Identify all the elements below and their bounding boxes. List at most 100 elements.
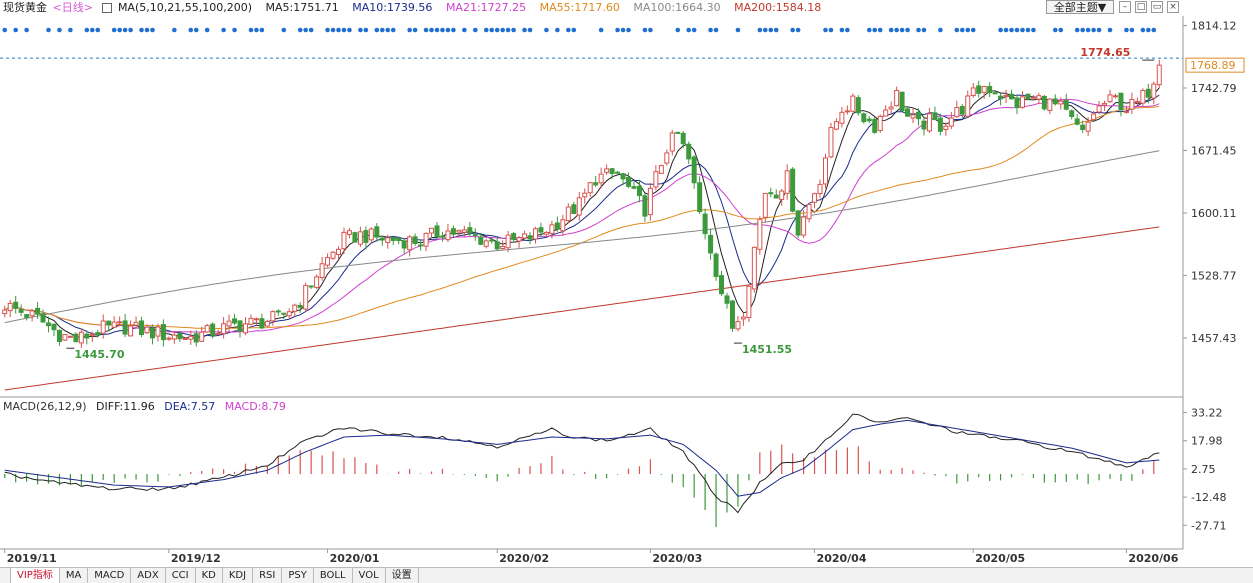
tab-macd[interactable]: MACD bbox=[88, 568, 132, 583]
ma100-value: MA100:1664.30 bbox=[633, 1, 721, 14]
ma-params: MA(5,10,21,55,100,200) bbox=[117, 1, 252, 14]
event-marker bbox=[1020, 27, 1025, 33]
event-marker bbox=[845, 27, 850, 33]
event-marker bbox=[1025, 27, 1031, 33]
event-marker bbox=[1129, 27, 1135, 33]
tab-psy[interactable]: PSY bbox=[282, 568, 314, 583]
candle-body bbox=[992, 92, 998, 95]
candle-body bbox=[538, 227, 544, 233]
event-marker bbox=[713, 27, 719, 33]
ma21-value: MA21:1727.25 bbox=[445, 1, 527, 14]
event-marker bbox=[877, 27, 883, 33]
candle-body bbox=[1058, 100, 1064, 105]
date-tick-label: 2019/11 bbox=[7, 552, 57, 565]
candle-body bbox=[773, 194, 779, 199]
candle-body bbox=[779, 190, 785, 200]
candle-body bbox=[368, 228, 374, 241]
candle-body bbox=[308, 285, 314, 288]
candle-body bbox=[128, 325, 134, 337]
tab-settings[interactable]: 设置 bbox=[386, 568, 419, 583]
event-marker bbox=[938, 27, 943, 33]
candle-body bbox=[833, 121, 839, 130]
candle-body bbox=[532, 228, 538, 240]
tab-kdj[interactable]: KDJ bbox=[223, 568, 254, 583]
event-marker bbox=[232, 27, 237, 33]
candle-body bbox=[494, 241, 500, 250]
candle-body bbox=[396, 237, 402, 241]
event-marker bbox=[374, 27, 380, 33]
candle-body bbox=[1025, 93, 1031, 100]
tab-vip[interactable]: VIP指标 bbox=[11, 568, 60, 583]
event-marker bbox=[248, 27, 254, 33]
candle-body bbox=[932, 112, 938, 121]
event-marker bbox=[921, 27, 927, 33]
tab-ma[interactable]: MA bbox=[60, 568, 89, 583]
event-marker bbox=[620, 27, 626, 33]
candle-body bbox=[489, 239, 495, 242]
candle-body bbox=[89, 333, 95, 337]
event-marker bbox=[330, 27, 336, 33]
tab-boll[interactable]: BOLL bbox=[314, 568, 353, 583]
tab-rsi[interactable]: RSI bbox=[253, 568, 283, 583]
event-markers bbox=[2, 27, 1157, 33]
event-marker bbox=[2, 27, 8, 33]
maximize-icon[interactable]: ▭ bbox=[1151, 1, 1163, 13]
tab-kd[interactable]: KD bbox=[196, 568, 223, 583]
candle-body bbox=[237, 320, 243, 332]
event-marker bbox=[1080, 27, 1085, 33]
tab-adx[interactable]: ADX bbox=[131, 568, 166, 583]
candle-body bbox=[801, 216, 807, 236]
candle-body bbox=[702, 213, 708, 235]
candle-body bbox=[275, 310, 281, 313]
candle-body bbox=[839, 111, 845, 124]
candle-body bbox=[24, 314, 30, 318]
candle-body bbox=[795, 210, 801, 236]
theme-dropdown-button[interactable]: 全部主题▼ bbox=[1046, 0, 1114, 14]
candle-body bbox=[73, 333, 79, 343]
candle-body bbox=[483, 240, 489, 247]
candle-body bbox=[965, 95, 971, 117]
candle-body bbox=[1091, 113, 1097, 121]
event-marker bbox=[188, 27, 194, 33]
close-icon[interactable]: × bbox=[1167, 1, 1179, 13]
candle-body bbox=[2, 309, 8, 315]
date-tick-label: 2020/04 bbox=[817, 552, 867, 565]
event-marker bbox=[905, 27, 910, 33]
tab-cci[interactable]: CCI bbox=[166, 568, 196, 583]
tab-vol[interactable]: VOL bbox=[353, 568, 386, 583]
ma5-value: MA5:1751.71 bbox=[265, 1, 339, 14]
tab-scroll-left-icon[interactable] bbox=[0, 568, 11, 583]
candle-body bbox=[160, 324, 166, 341]
candle-body bbox=[877, 115, 883, 131]
candle-body bbox=[686, 143, 692, 160]
candle-body bbox=[516, 237, 522, 242]
candle-body bbox=[286, 311, 292, 317]
candle-body bbox=[467, 227, 473, 234]
candle-body bbox=[817, 183, 823, 195]
macd-tick-label: 33.22 bbox=[1191, 407, 1223, 420]
event-marker bbox=[686, 27, 691, 33]
restore-icon[interactable]: □ bbox=[1135, 1, 1147, 13]
event-marker bbox=[95, 27, 101, 33]
event-marker bbox=[839, 27, 845, 33]
event-marker bbox=[888, 27, 894, 33]
candle-body bbox=[18, 308, 24, 313]
event-marker bbox=[440, 27, 445, 33]
candle-body bbox=[1080, 124, 1086, 130]
candle-body bbox=[51, 323, 57, 331]
candle-body bbox=[724, 295, 730, 304]
candle-body bbox=[292, 304, 298, 312]
ma-settings-icon[interactable] bbox=[102, 3, 113, 13]
date-tick-label: 2020/05 bbox=[975, 552, 1025, 565]
event-marker bbox=[423, 27, 429, 33]
event-marker bbox=[1009, 27, 1014, 33]
period-selector[interactable]: <日线> bbox=[52, 1, 93, 14]
candle-body bbox=[385, 237, 391, 243]
macd-tick-label: 17.98 bbox=[1191, 435, 1223, 448]
candle-body bbox=[828, 127, 834, 158]
candle-body bbox=[188, 335, 194, 340]
candle-body bbox=[937, 117, 943, 132]
event-marker bbox=[527, 27, 533, 33]
minimize-icon[interactable]: – bbox=[1119, 1, 1131, 13]
